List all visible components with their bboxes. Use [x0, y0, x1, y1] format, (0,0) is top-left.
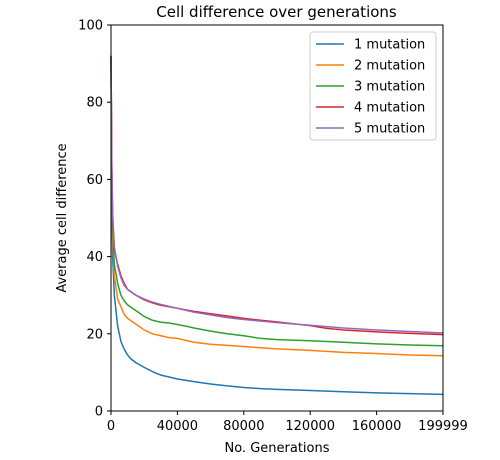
x-tick-label: 120000 — [285, 419, 335, 434]
legend-box — [309, 31, 437, 141]
x-tick-label: 80000 — [223, 419, 264, 434]
y-tick-label: 20 — [86, 327, 103, 342]
legend-label: 1 mutation — [354, 38, 425, 53]
series-line-2 — [110, 55, 444, 357]
chart-title: Cell difference over generations — [156, 3, 397, 21]
x-axis-label: No. Generations — [224, 441, 329, 456]
legend-label: 5 mutation — [354, 122, 425, 137]
y-tick-label: 0 — [95, 405, 103, 420]
x-tick-label: 199999 — [418, 419, 468, 434]
series-line-3 — [110, 55, 444, 347]
y-tick-label: 60 — [86, 173, 103, 188]
y-tick-label: 100 — [78, 19, 103, 34]
x-tick-label: 0 — [107, 419, 115, 434]
series-line-5 — [110, 55, 444, 334]
y-axis-ticks: 0 20 40 60 80 100 — [78, 19, 111, 420]
x-tick-label: 40000 — [157, 419, 198, 434]
legend-label: 3 mutation — [354, 80, 425, 95]
plot-frame — [110, 24, 444, 412]
legend-label: 2 mutation — [354, 59, 425, 74]
legend-label: 4 mutation — [354, 101, 425, 116]
legend: 1 mutation 2 mutation 3 mutation 4 mutation… — [309, 31, 437, 141]
series-line-1 — [110, 55, 444, 396]
y-tick-label: 40 — [86, 250, 103, 265]
legend-items: 1 mutation 2 mutation 3 mutation 4 mutation… — [316, 38, 425, 137]
x-tick-label: 160000 — [352, 419, 402, 434]
x-axis-ticks: 0 40000 80000 120000 160000 199999 — [107, 411, 468, 434]
plot-series — [110, 55, 444, 396]
y-tick-label: 80 — [86, 96, 103, 111]
y-axis-label: Average cell difference — [55, 143, 70, 292]
